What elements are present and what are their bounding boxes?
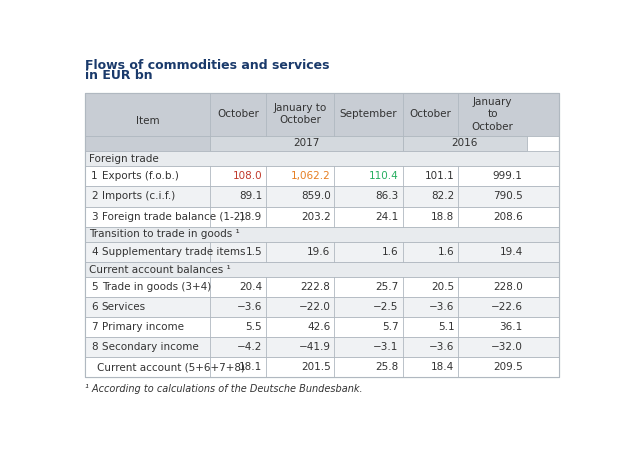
Text: 7: 7 [91,322,97,332]
Text: ¹ According to calculations of the Deutsche Bundesbank.: ¹ According to calculations of the Deuts… [85,384,362,394]
Text: 1.5: 1.5 [246,247,262,257]
Text: 999.1: 999.1 [493,171,523,181]
Text: 24.1: 24.1 [376,211,399,221]
Text: Transition to trade in goods ¹: Transition to trade in goods ¹ [89,229,240,239]
Text: Item: Item [136,116,159,126]
Text: 1: 1 [91,171,97,181]
Bar [210,136,403,151]
Text: −41.9: −41.9 [299,342,330,352]
Bar [85,187,559,207]
Text: Foreign trade: Foreign trade [89,154,159,164]
Bar [85,357,559,377]
Text: Exports (f.o.b.): Exports (f.o.b.) [102,171,179,181]
Bar [85,167,559,187]
Bar [85,337,559,357]
Text: −3.6: −3.6 [237,302,262,312]
Text: 859.0: 859.0 [301,191,330,201]
Text: October: October [409,109,452,119]
Text: 222.8: 222.8 [301,282,330,292]
Bar [85,278,559,298]
Text: −3.6: −3.6 [429,302,455,312]
Text: Imports (c.i.f.): Imports (c.i.f.) [102,191,175,201]
Text: 228.0: 228.0 [493,282,523,292]
Text: 790.5: 790.5 [493,191,523,201]
Text: 19.4: 19.4 [499,247,523,257]
Text: −4.2: −4.2 [237,342,262,352]
Text: 2: 2 [91,191,97,201]
Text: in EUR bn: in EUR bn [85,69,152,82]
Text: 25.7: 25.7 [376,282,399,292]
Text: −22.0: −22.0 [299,302,330,312]
Text: 42.6: 42.6 [307,322,330,332]
Text: 89.1: 89.1 [239,191,262,201]
Text: 19.6: 19.6 [307,247,330,257]
Text: 4: 4 [91,247,97,257]
Bar [85,92,559,136]
Text: Trade in goods (3+4): Trade in goods (3+4) [102,282,211,292]
Text: 5.5: 5.5 [246,322,262,332]
Text: Secondary income: Secondary income [102,342,199,352]
Text: 1.6: 1.6 [438,247,455,257]
Text: 5.7: 5.7 [382,322,399,332]
Text: January to
October: January to October [274,103,327,125]
Text: 5: 5 [91,282,97,292]
Text: 20.5: 20.5 [431,282,455,292]
Text: −3.6: −3.6 [429,342,455,352]
Text: 2017: 2017 [293,139,320,149]
Text: 18.8: 18.8 [431,211,455,221]
Text: Current account balances ¹: Current account balances ¹ [89,265,231,275]
Text: Primary income: Primary income [102,322,184,332]
Text: Foreign trade balance (1-2): Foreign trade balance (1-2) [102,211,244,221]
Bar [85,92,559,377]
Text: 208.6: 208.6 [493,211,523,221]
Text: January
to
October: January to October [472,97,513,131]
Text: −3.1: −3.1 [374,342,399,352]
Text: 8: 8 [91,342,97,352]
Text: 18.1: 18.1 [239,362,262,372]
Text: 3: 3 [91,211,97,221]
Text: 1,062.2: 1,062.2 [291,171,330,181]
Text: October: October [218,109,259,119]
Text: 101.1: 101.1 [425,171,455,181]
Text: 5.1: 5.1 [438,322,455,332]
Bar [85,227,559,242]
Text: 108.0: 108.0 [233,171,262,181]
Text: −32.0: −32.0 [491,342,523,352]
Bar [85,207,559,227]
Text: Flows of commodities and services: Flows of commodities and services [85,60,330,72]
Text: 18.9: 18.9 [239,211,262,221]
Text: 2016: 2016 [452,139,478,149]
Text: 18.4: 18.4 [431,362,455,372]
Bar [85,136,210,151]
Bar [85,92,559,377]
Text: Current account (5+6+7+8): Current account (5+6+7+8) [97,362,245,372]
Text: −22.6: −22.6 [491,302,523,312]
Text: 6: 6 [91,302,97,312]
Text: Supplementary trade items: Supplementary trade items [102,247,245,257]
Bar [403,136,526,151]
Text: 1.6: 1.6 [382,247,399,257]
Text: 201.5: 201.5 [301,362,330,372]
Text: Services: Services [102,302,146,312]
Text: −2.5: −2.5 [374,302,399,312]
Bar [85,242,559,262]
Bar [85,262,559,278]
Text: 25.8: 25.8 [376,362,399,372]
Text: 36.1: 36.1 [499,322,523,332]
Text: September: September [340,109,398,119]
Text: 86.3: 86.3 [376,191,399,201]
Text: 82.2: 82.2 [431,191,455,201]
Text: 110.4: 110.4 [369,171,399,181]
Bar [85,298,559,317]
Bar [85,317,559,337]
Text: 203.2: 203.2 [301,211,330,221]
Text: 209.5: 209.5 [493,362,523,372]
Bar [85,151,559,167]
Text: 20.4: 20.4 [239,282,262,292]
